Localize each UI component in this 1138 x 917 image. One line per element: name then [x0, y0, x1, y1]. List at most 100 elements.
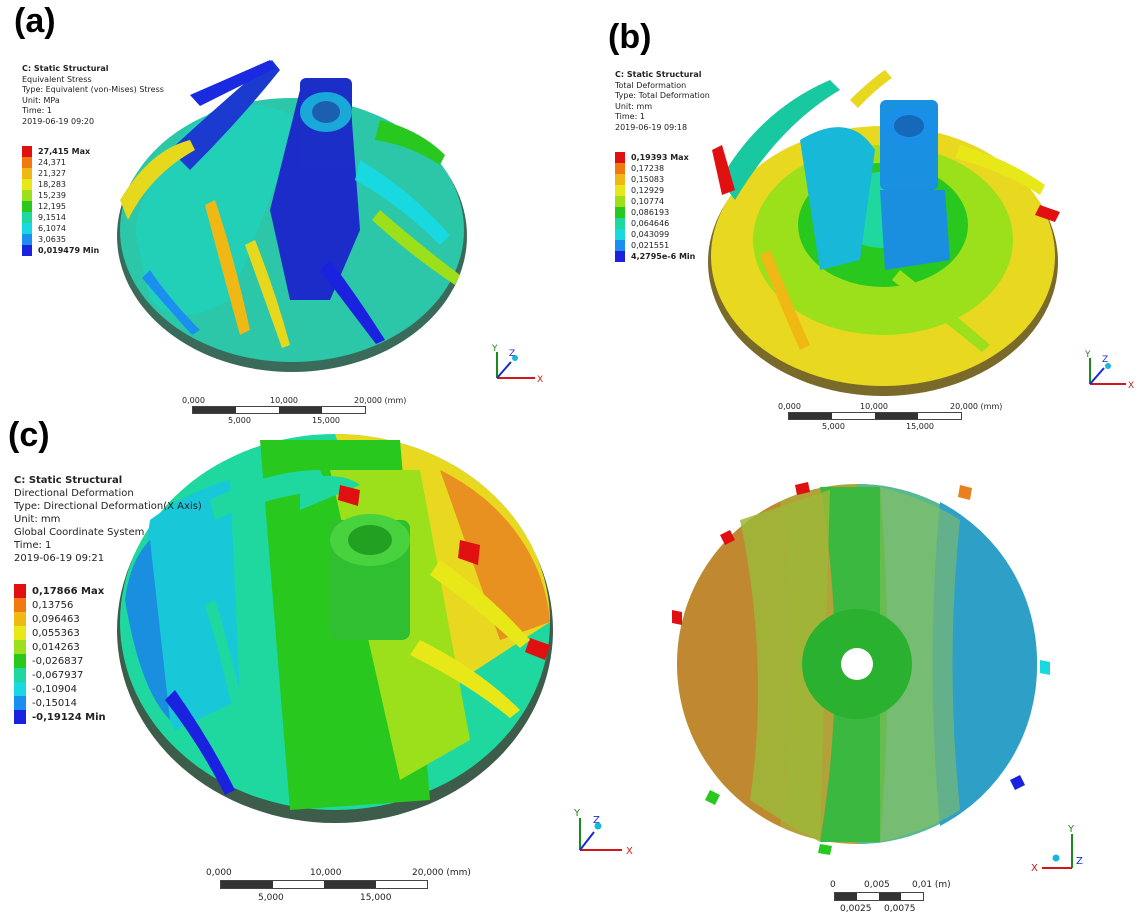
info-b-line: Unit: mm	[615, 101, 653, 111]
panel-b-label: (b)	[608, 18, 652, 56]
axis-x-label: X	[537, 375, 543, 385]
legend-label: 0,17238	[631, 164, 665, 173]
legend-c: 0,17866 Max 0,13756 0,096463 0,055363 0,…	[14, 584, 106, 724]
info-b-line: Total Deformation	[615, 80, 687, 90]
legend-label: 15,239	[38, 191, 66, 200]
legend-swatch	[14, 626, 26, 640]
legend-row: 24,371	[22, 157, 99, 168]
legend-swatch	[615, 218, 625, 229]
legend-label: 6,1074	[38, 224, 66, 233]
legend-swatch	[22, 168, 32, 179]
axis-y-label: Y	[1084, 350, 1091, 360]
legend-row: 18,283	[22, 179, 99, 190]
legend-a: 27,415 Max 24,371 21,327 18,283 15,239 1…	[22, 146, 99, 256]
legend-label: 27,415 Max	[38, 147, 91, 156]
scale-label: 10,000	[270, 396, 298, 405]
legend-row: 0,19393 Max	[615, 152, 695, 163]
scale-label: 0,005	[864, 880, 890, 890]
legend-label: -0,15014	[32, 697, 77, 709]
info-c-line: Type: Directional Deformation(X Axis)	[14, 501, 202, 512]
legend-label: 0,055363	[32, 627, 80, 639]
legend-swatch	[615, 174, 625, 185]
scale-label: 10,000	[860, 402, 888, 411]
legend-swatch	[14, 710, 26, 724]
legend-label: 21,327	[38, 169, 66, 178]
legend-swatch	[14, 584, 26, 598]
legend-label: 24,371	[38, 158, 66, 167]
info-a-line: Equivalent Stress	[22, 74, 92, 84]
legend-label: 12,195	[38, 202, 66, 211]
legend-row: 0,019479 Min	[22, 245, 99, 256]
legend-row: 0,13756	[14, 598, 106, 612]
legend-swatch	[14, 668, 26, 682]
info-a-title: C: Static Structural	[22, 64, 109, 73]
legend-swatch	[615, 196, 625, 207]
scale-bar-graphic	[834, 892, 924, 901]
info-c-title: C: Static Structural	[14, 475, 123, 486]
axis-x-label: X	[1031, 863, 1038, 874]
axis-x-label: X	[626, 846, 633, 857]
legend-label: 0,086193	[631, 208, 670, 217]
legend-label: -0,19124 Min	[32, 711, 106, 723]
legend-label: 3,0635	[38, 235, 66, 244]
legend-swatch	[615, 251, 625, 262]
legend-swatch	[615, 163, 625, 174]
legend-row: 27,415 Max	[22, 146, 99, 157]
info-a-line: Type: Equivalent (von-Mises) Stress	[22, 85, 164, 94]
legend-row: 0,055363	[14, 626, 106, 640]
axis-y-label: Y	[1067, 824, 1075, 835]
axis-y-label: Y	[573, 808, 581, 819]
legend-row: 0,014263	[14, 640, 106, 654]
scale-label: 0	[830, 880, 836, 890]
legend-swatch	[14, 682, 26, 696]
legend-label: -0,10904	[32, 683, 77, 695]
legend-swatch	[615, 240, 625, 251]
axis-z-label: Z	[1102, 355, 1108, 365]
legend-swatch	[22, 179, 32, 190]
info-c-line: Time: 1	[14, 540, 52, 551]
legend-swatch	[22, 157, 32, 168]
legend-swatch	[22, 146, 32, 157]
legend-row: 0,021551	[615, 240, 695, 251]
scale-label: 0,000	[206, 868, 232, 878]
legend-row: 0,17238	[615, 163, 695, 174]
legend-swatch	[22, 212, 32, 223]
legend-label: 0,13756	[32, 599, 74, 611]
scale-bar-b: 0,000 10,000 20,000 (mm) 5,000 15,000	[778, 402, 1002, 434]
legend-label: 18,283	[38, 180, 66, 189]
legend-row: -0,067937	[14, 668, 106, 682]
legend-row: 0,17866 Max	[14, 584, 106, 598]
legend-swatch	[615, 185, 625, 196]
axis-x-label: X	[1128, 381, 1134, 391]
legend-b: 0,19393 Max 0,17238 0,15083 0,12929 0,10…	[615, 152, 695, 262]
legend-label: 0,019479 Min	[38, 246, 100, 255]
legend-row: -0,15014	[14, 696, 106, 710]
legend-label: 9,1514	[38, 213, 66, 222]
legend-swatch	[14, 640, 26, 654]
scale-bar-a: 0,000 10,000 20,000 (mm) 5,000 15,000	[182, 396, 406, 428]
scale-label: 15,000	[906, 422, 934, 431]
scale-bar-graphic	[788, 412, 962, 420]
scale-label: 0,01 (m)	[912, 880, 951, 890]
scale-label: 10,000	[310, 868, 342, 878]
axis-z-label: Z	[593, 815, 600, 826]
scale-label: 5,000	[258, 893, 284, 903]
scale-label: 0,0075	[884, 904, 916, 914]
legend-label: 0,014263	[32, 641, 80, 653]
legend-row: 9,1514	[22, 212, 99, 223]
legend-row: 15,239	[22, 190, 99, 201]
info-b-title: C: Static Structural	[615, 70, 702, 79]
scale-label: 20,000 (mm)	[412, 868, 471, 878]
legend-swatch	[22, 190, 32, 201]
legend-row: 3,0635	[22, 234, 99, 245]
legend-label: 0,10774	[631, 197, 665, 206]
legend-swatch	[22, 245, 32, 256]
legend-row: 4,2795e-6 Min	[615, 251, 695, 262]
legend-row: 0,12929	[615, 185, 695, 196]
info-c-line: Unit: mm	[14, 514, 61, 525]
legend-swatch	[22, 234, 32, 245]
legend-swatch	[615, 207, 625, 218]
axis-triad-b: Y Z X	[1084, 350, 1134, 391]
legend-swatch	[14, 696, 26, 710]
